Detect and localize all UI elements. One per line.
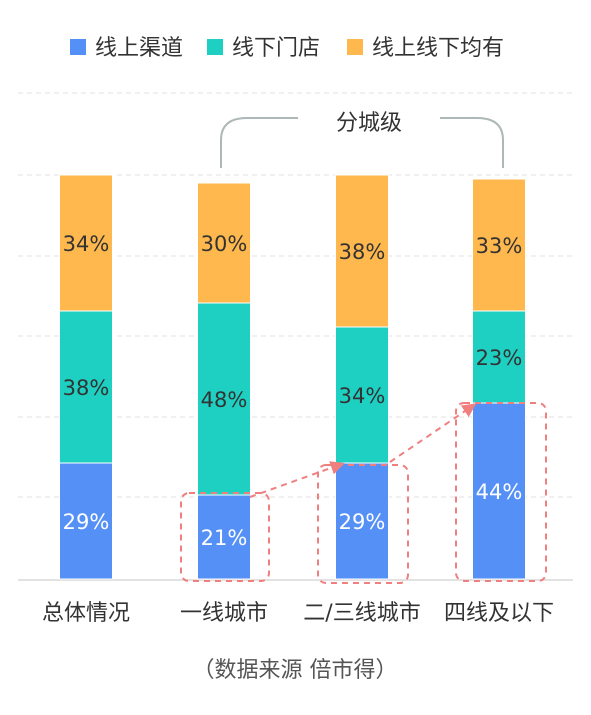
legend-label: 线上渠道 xyxy=(95,36,183,61)
x-axis-labels: 总体情况 一线城市 二/三线城市 四线及以下 xyxy=(42,601,554,626)
source-note: （数据来源 倍市得） xyxy=(193,658,398,683)
data-label: 34% xyxy=(339,384,386,408)
highlight-box xyxy=(317,464,409,584)
group-bracket: 分城级 xyxy=(220,111,504,168)
x-tick-label: 二/三线城市 xyxy=(303,601,420,626)
x-tick-label: 总体情况 xyxy=(42,601,130,626)
bracket-line xyxy=(440,117,504,168)
trend-arrow xyxy=(389,403,477,463)
trend-arrow xyxy=(249,461,345,498)
data-label: 48% xyxy=(201,388,248,412)
data-label: 38% xyxy=(63,376,110,400)
bar-segment xyxy=(59,310,113,464)
highlight-box xyxy=(180,492,270,582)
group-label: 分城级 xyxy=(336,111,402,136)
bracket-line xyxy=(220,117,298,168)
data-label: 29% xyxy=(339,510,386,534)
highlights xyxy=(180,402,547,584)
bar-segment xyxy=(197,182,251,304)
legend: 线上渠道 线下门店 线上线下均有 xyxy=(70,36,504,61)
highlight-box xyxy=(455,402,547,582)
legend-label: 线上线下均有 xyxy=(372,36,504,61)
x-tick-label: 四线及以下 xyxy=(444,601,554,626)
data-label: 21% xyxy=(201,526,248,550)
legend-swatch xyxy=(207,39,223,55)
data-label: 38% xyxy=(339,240,386,264)
data-label: 29% xyxy=(63,510,110,534)
x-tick-label: 一线城市 xyxy=(180,601,268,626)
bar-segment xyxy=(335,462,389,580)
bar-segment xyxy=(335,326,389,464)
bar-segment xyxy=(59,174,113,312)
data-label: 30% xyxy=(201,232,248,256)
bar-segment xyxy=(472,310,526,404)
data-label: 23% xyxy=(476,346,523,370)
legend-swatch xyxy=(70,39,86,55)
legend-label: 线下门店 xyxy=(232,36,320,61)
bar-segment xyxy=(472,178,526,312)
data-label: 44% xyxy=(476,480,523,504)
bars: 29% 38% 34% 21% 48% 30% 29% 34% 38% 44% 23% 33% xyxy=(59,174,526,580)
bar-segment xyxy=(335,174,389,328)
legend-swatch xyxy=(347,39,363,55)
data-label: 34% xyxy=(63,232,110,256)
bar-segment xyxy=(59,462,113,580)
bar-segment xyxy=(472,402,526,580)
data-label: 33% xyxy=(476,234,523,258)
